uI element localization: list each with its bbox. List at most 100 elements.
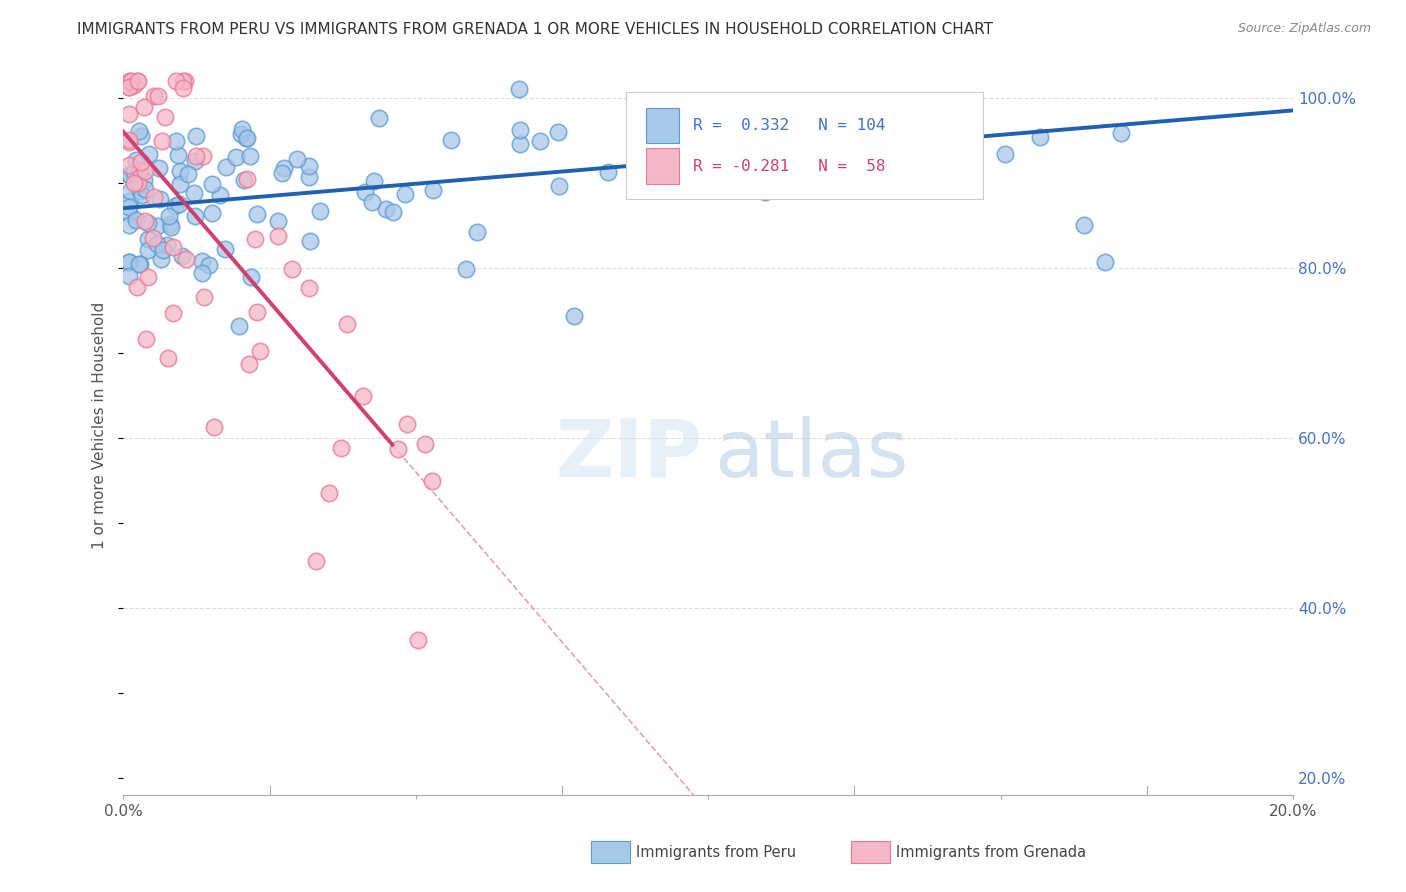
Point (191, 149, 214, 163)
Point (239, 269, 262, 284)
Point (1111, 126, 1133, 140)
Point (134, 182, 156, 196)
Point (120, 73, 142, 87)
Point (136, 243, 159, 257)
Point (118, 200, 141, 214)
Point (186, 149, 208, 163)
Point (129, 184, 152, 198)
Point (157, 209, 180, 223)
Point (148, 161, 170, 175)
Point (118, 206, 141, 220)
Point (202, 420, 225, 434)
Point (198, 258, 221, 272)
Point (382, 205, 405, 219)
Point (394, 186, 416, 201)
Point (134, 100, 156, 114)
Point (654, 174, 676, 188)
Point (134, 163, 156, 178)
Point (267, 214, 290, 228)
Point (548, 178, 571, 193)
Point (177, 167, 200, 181)
Point (153, 110, 176, 124)
Point (235, 171, 257, 186)
Point (420, 474, 443, 488)
Point (363, 174, 385, 188)
Point (225, 150, 247, 164)
Text: Source: ZipAtlas.com: Source: ZipAtlas.com (1237, 22, 1371, 36)
Point (172, 81, 194, 95)
Point (165, 73, 187, 87)
FancyBboxPatch shape (647, 108, 679, 144)
Point (440, 133, 463, 147)
Point (508, 82, 530, 96)
Point (354, 185, 377, 199)
Point (190, 253, 212, 268)
Point (994, 147, 1017, 161)
Text: atlas: atlas (714, 416, 908, 493)
Point (193, 289, 215, 303)
Point (165, 134, 187, 148)
Point (375, 202, 398, 216)
Point (162, 306, 184, 320)
Point (352, 389, 374, 403)
Text: R =  0.332   N = 104: R = 0.332 N = 104 (693, 118, 886, 133)
Point (184, 153, 207, 168)
Point (159, 217, 181, 231)
Point (131, 154, 153, 169)
Point (118, 79, 141, 94)
Point (118, 107, 141, 121)
Point (273, 161, 295, 175)
Point (298, 234, 321, 248)
Point (136, 270, 159, 285)
Point (127, 73, 149, 87)
Point (127, 177, 149, 191)
Point (143, 88, 166, 103)
Point (413, 437, 436, 451)
Point (129, 129, 152, 144)
Point (118, 133, 141, 147)
Point (122, 176, 145, 190)
Point (122, 165, 145, 179)
Point (238, 357, 260, 371)
Point (150, 135, 173, 149)
Point (129, 257, 152, 271)
Point (172, 73, 194, 87)
Point (167, 196, 190, 211)
Point (406, 633, 429, 648)
Point (754, 184, 776, 198)
Point (135, 332, 157, 346)
Point (1073, 218, 1095, 232)
Point (142, 231, 165, 245)
Point (396, 417, 419, 432)
Point (162, 240, 184, 254)
Point (122, 78, 145, 93)
Point (246, 207, 269, 221)
Point (228, 319, 250, 334)
Point (231, 122, 253, 136)
Point (201, 205, 224, 219)
Text: ZIP: ZIP (555, 416, 703, 493)
Point (118, 269, 141, 284)
Point (298, 159, 321, 173)
Point (318, 486, 340, 500)
Text: Immigrants from Peru: Immigrants from Peru (636, 846, 796, 860)
Point (233, 173, 256, 187)
Point (267, 228, 290, 243)
Point (120, 194, 142, 208)
Text: IMMIGRANTS FROM PERU VS IMMIGRANTS FROM GRENADA 1 OR MORE VEHICLES IN HOUSEHOLD : IMMIGRANTS FROM PERU VS IMMIGRANTS FROM … (77, 22, 993, 37)
Point (128, 257, 150, 271)
Point (124, 153, 146, 167)
Point (191, 266, 214, 280)
Point (128, 124, 150, 138)
Point (184, 129, 207, 144)
Point (174, 73, 197, 87)
Point (157, 351, 180, 365)
Point (118, 76, 141, 90)
Point (246, 305, 269, 319)
Point (239, 149, 262, 163)
Point (361, 195, 384, 210)
Point (184, 209, 207, 223)
Point (170, 249, 193, 263)
Point (281, 261, 304, 276)
Point (149, 252, 172, 267)
